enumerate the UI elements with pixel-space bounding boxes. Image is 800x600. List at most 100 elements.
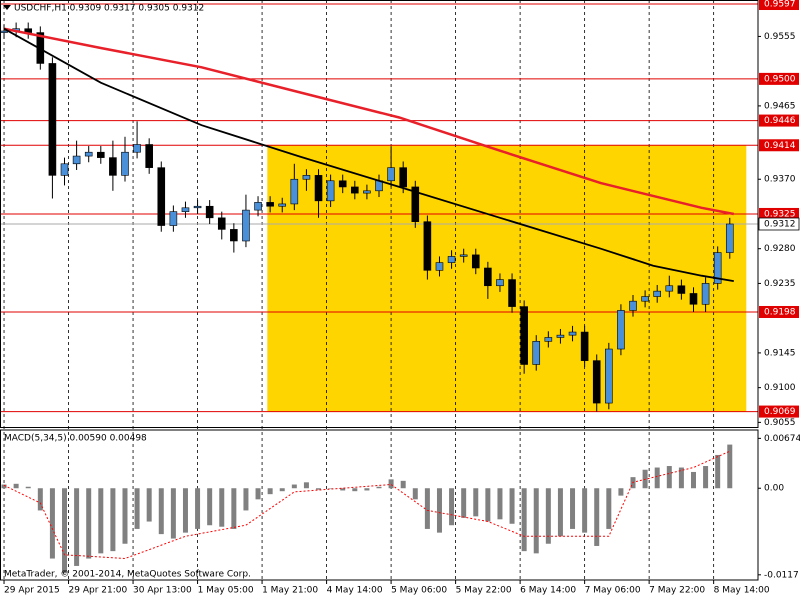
x-tick-label: 5 May 22:00 [456, 586, 512, 596]
current-price-label: 0.9312 [764, 219, 796, 229]
candle-body [230, 229, 238, 242]
candle-body [181, 207, 190, 212]
macd-bar [255, 488, 261, 500]
level-label-bg [759, 405, 799, 418]
candle-body [592, 360, 601, 404]
candle-body [520, 306, 528, 365]
candle-body [484, 267, 492, 287]
macd-bar [557, 488, 563, 537]
macd-title: MACD(5,34,5) 0.00590 0.00498 [4, 434, 147, 444]
y-tick-label: 0.9465 [764, 101, 796, 111]
macd-bar [412, 488, 418, 500]
macd-bar [37, 488, 43, 511]
macd-bar [182, 488, 188, 533]
macd-bar [316, 488, 322, 490]
macd-bar [195, 488, 201, 529]
level-label-bg [759, 207, 799, 220]
candle-body [109, 157, 117, 176]
candle-body [145, 144, 153, 168]
main-panel-border [0, 0, 759, 428]
candle-body [351, 186, 359, 194]
macd-y-tick-label: -0.0117 [764, 570, 799, 580]
candle-body [387, 167, 395, 182]
macd-bar [219, 488, 225, 527]
y-tick-label: 0.9235 [764, 279, 796, 289]
candle-body [133, 144, 141, 153]
macd-bar [122, 488, 128, 544]
macd-bar [25, 486, 31, 489]
macd-bar [291, 484, 297, 489]
candle-body [459, 254, 468, 257]
macd-bar [352, 488, 358, 492]
macd-bar [328, 488, 334, 489]
x-tick-label: 7 May 22:00 [649, 586, 705, 596]
candle-body [689, 293, 698, 305]
y-tick-label: 0.9145 [764, 348, 796, 358]
x-tick-label: 29 Apr 21:00 [69, 586, 128, 596]
level-label-bg [759, 0, 799, 11]
macd-bar [485, 488, 491, 522]
macd-bar [654, 467, 660, 489]
macd-bar [146, 488, 152, 522]
candle-body [278, 203, 287, 207]
macd-bar [134, 488, 140, 529]
x-tick-label: 1 May 21:00 [262, 586, 318, 596]
candle-body [205, 205, 214, 219]
macd-bar [582, 488, 588, 533]
macd-bar [340, 488, 346, 491]
candle-body [121, 151, 129, 176]
macd-bar [521, 488, 527, 552]
level-label-bg [759, 72, 799, 85]
level-label: 0.9069 [764, 407, 796, 417]
x-tick-label: 5 May 06:00 [391, 586, 447, 596]
candle-body [653, 290, 662, 297]
x-tick-label: 29 Apr 2015 [4, 586, 60, 596]
x-tick-label: 30 Apr 13:00 [133, 586, 192, 596]
macd-bar [533, 488, 539, 554]
candle-body [193, 205, 202, 209]
macd-bar [74, 488, 80, 566]
candle-body [0, 30, 8, 33]
moving-average [3, 27, 735, 216]
macd-bar [207, 488, 213, 526]
x-tick-label: 1 May 05:00 [198, 586, 254, 596]
candle-body [496, 279, 504, 287]
macd-bar [110, 488, 116, 552]
candle-body [617, 310, 625, 350]
x-tick-label: 4 May 14:00 [327, 586, 383, 596]
zone [267, 145, 747, 412]
candle-body [471, 254, 480, 269]
macd-bar [678, 467, 684, 489]
candle-body [254, 202, 262, 211]
candle-body [508, 279, 516, 307]
candle-body [314, 175, 323, 202]
macd-y-tick-label: 0.00674 [764, 434, 800, 444]
macd-bar [570, 488, 576, 529]
x-tick-label: 8 May 14:00 [714, 586, 770, 596]
chart-title: USDCHF,H1 0.9309 0.9317 0.9305 0.9312 [14, 4, 204, 14]
candle-body [60, 163, 69, 176]
level-label: 0.9597 [764, 0, 796, 10]
level-label-bg [759, 114, 799, 127]
moving-average [3, 27, 734, 282]
footer: MetaTrader, © 2001-2014, MetaQuotes Soft… [4, 570, 251, 580]
macd-bar [170, 488, 176, 539]
candle-body [435, 262, 444, 271]
macd-bar [303, 482, 309, 489]
candle-body [713, 252, 722, 284]
level-label-bg [759, 305, 799, 318]
macd-bar [49, 488, 55, 559]
macd-bar [666, 466, 672, 489]
y-tick-label: 0.9370 [764, 175, 796, 185]
macd-bar [618, 488, 624, 496]
candle-body [338, 180, 347, 188]
y-tick-label: 0.9055 [764, 418, 796, 428]
macd-bar [473, 488, 479, 517]
candle-body [544, 337, 553, 342]
candle-body [725, 223, 734, 253]
macd-bar [243, 488, 249, 511]
candle-body [556, 334, 565, 338]
candle-body [48, 63, 57, 176]
x-tick-label: 6 May 14:00 [520, 586, 576, 596]
candle-body [677, 285, 686, 294]
